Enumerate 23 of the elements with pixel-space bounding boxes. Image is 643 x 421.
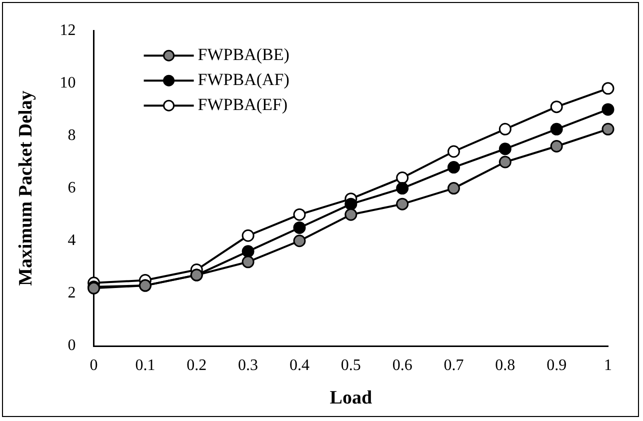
x-tick-label: 0.2 (186, 356, 207, 374)
x-tick-label: 0.1 (135, 356, 156, 374)
y-tick-label: 8 (68, 126, 76, 144)
x-tick-label: 0.3 (238, 356, 258, 374)
y-tick-label: 10 (60, 74, 76, 92)
y-axis-title: Maximum Packet Delay (15, 90, 36, 286)
legend-label: FWPBA(AF) (198, 70, 290, 90)
x-tick-label: 0.6 (392, 356, 412, 374)
x-tick-label: 0.8 (495, 356, 516, 374)
x-tick-label: 1 (604, 356, 612, 374)
y-tick-label: 6 (68, 180, 76, 197)
x-tick-label: 0.9 (546, 356, 567, 374)
x-tick-label: 0 (90, 356, 98, 374)
x-axis-title: Load (330, 388, 372, 409)
x-tick-label: 0.7 (444, 356, 464, 374)
y-tick-label: 4 (68, 232, 76, 250)
x-tick-label: 0.5 (340, 356, 361, 374)
y-tick-label: 2 (68, 284, 76, 302)
x-tick-label: 0.4 (289, 356, 310, 374)
y-tick-label: 0 (68, 337, 76, 354)
y-tick-label: 12 (60, 22, 76, 39)
legend-label: FWPBA(BE) (198, 45, 290, 64)
legend-label: FWPBA(EF) (198, 95, 288, 114)
